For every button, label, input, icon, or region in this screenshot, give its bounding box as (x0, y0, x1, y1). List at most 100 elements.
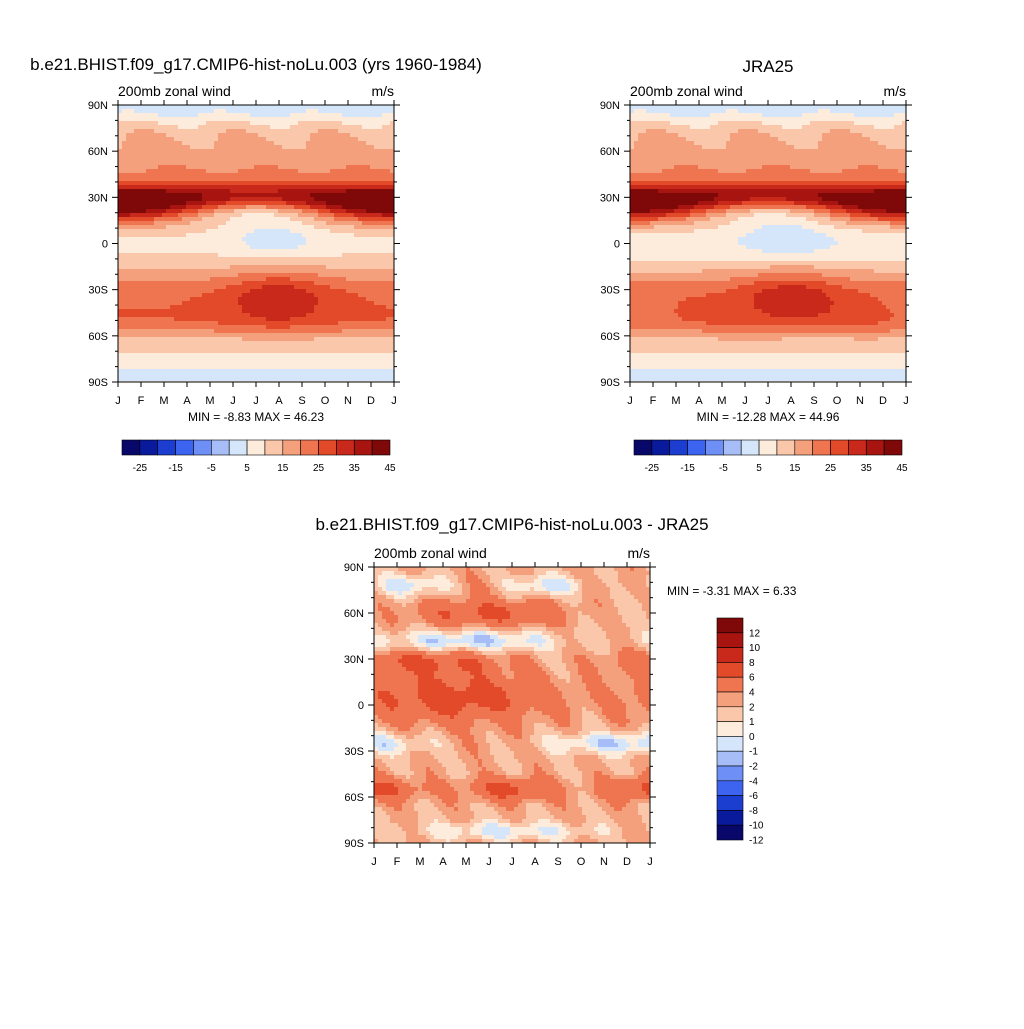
contour-cell (346, 181, 350, 185)
contour-cell (254, 233, 258, 237)
contour-cell (194, 313, 198, 317)
contour-cell (318, 241, 322, 245)
contour-cell (378, 301, 382, 305)
contour-cell (338, 301, 342, 305)
contour-cell (306, 149, 310, 153)
contour-cell (346, 241, 350, 245)
contour-cell (306, 249, 310, 253)
contour-cell (382, 281, 386, 285)
contour-cell (254, 213, 258, 217)
contour-cell (298, 373, 302, 377)
contour-cell (166, 237, 170, 241)
contour-cell (378, 117, 382, 121)
contour-cell (370, 213, 374, 217)
contour-cell (134, 337, 138, 341)
contour-cell (314, 221, 318, 225)
contour-cell (182, 305, 186, 309)
colorbar-box (247, 440, 265, 455)
contour-cell (230, 253, 234, 257)
contour-cell (202, 313, 206, 317)
contour-cell (170, 249, 174, 253)
contour-cell (298, 301, 302, 305)
contour-cell (126, 157, 130, 161)
contour-cell (378, 305, 382, 309)
contour-cell (370, 173, 374, 177)
contour-cell (198, 149, 202, 153)
contour-cell (194, 185, 198, 189)
contour-cell (162, 133, 166, 137)
contour-cell (386, 261, 390, 265)
contour-cell (258, 249, 262, 253)
contour-cell (334, 357, 338, 361)
contour-cell (266, 193, 270, 197)
contour-cell (174, 321, 178, 325)
contour-cell (362, 181, 366, 185)
contour-cell (298, 221, 302, 225)
contour-cell (194, 249, 198, 253)
contour-cell (638, 105, 642, 109)
contour-cell (346, 125, 350, 129)
contour-cell (122, 121, 126, 125)
contour-cell (366, 257, 370, 261)
contour-cell (190, 297, 194, 301)
contour-cell (326, 345, 330, 349)
contour-cell (374, 277, 378, 281)
contour-cell (158, 201, 162, 205)
contour-cell (366, 281, 370, 285)
contour-cell (286, 165, 290, 169)
contour-cell (122, 165, 126, 169)
contour-cell (378, 197, 382, 201)
contour-cell (362, 285, 366, 289)
contour-cell (154, 273, 158, 277)
contour-cell (146, 301, 150, 305)
contour-cell (146, 189, 150, 193)
contour-cell (266, 213, 270, 217)
contour-cell (250, 113, 254, 117)
contour-cell (122, 313, 126, 317)
contour-cell (370, 197, 374, 201)
contour-cell (218, 309, 222, 313)
contour-cell (150, 337, 154, 341)
contour-cell (198, 277, 202, 281)
contour-cell (162, 329, 166, 333)
contour-cell (334, 133, 338, 137)
contour-cell (210, 193, 214, 197)
contour-cell (170, 117, 174, 121)
contour-cell (178, 329, 182, 333)
contour-cell (290, 157, 294, 161)
contour-cell (330, 361, 334, 365)
contour-cell (262, 325, 266, 329)
contour-cell (118, 177, 122, 181)
contour-cell (210, 153, 214, 157)
contour-cell (382, 261, 386, 265)
contour-cell (386, 185, 390, 189)
contour-cell (350, 249, 354, 253)
contour-cell (202, 213, 206, 217)
contour-cell (162, 121, 166, 125)
contour-cell (242, 113, 246, 117)
contour-cell (262, 237, 266, 241)
contour-cell (158, 321, 162, 325)
contour-cell (298, 217, 302, 221)
contour-cell (202, 337, 206, 341)
contour-cell (146, 329, 150, 333)
contour-cell (222, 289, 226, 293)
contour-cell (162, 137, 166, 141)
contour-cell (286, 301, 290, 305)
contour-cell (130, 165, 134, 169)
contour-cell (122, 201, 126, 205)
contour-cell (314, 281, 318, 285)
contour-cell (366, 289, 370, 293)
contour-cell (350, 321, 354, 325)
contour-cell (378, 329, 382, 333)
contour-cell (230, 133, 234, 137)
contour-cell (118, 237, 122, 241)
contour-cell (386, 373, 390, 377)
contour-cell (306, 221, 310, 225)
contour-cell (198, 113, 202, 117)
contour-cell (174, 205, 178, 209)
contour-cell (158, 193, 162, 197)
contour-cell (250, 325, 254, 329)
contour-cell (162, 313, 166, 317)
contour-cell (274, 349, 278, 353)
